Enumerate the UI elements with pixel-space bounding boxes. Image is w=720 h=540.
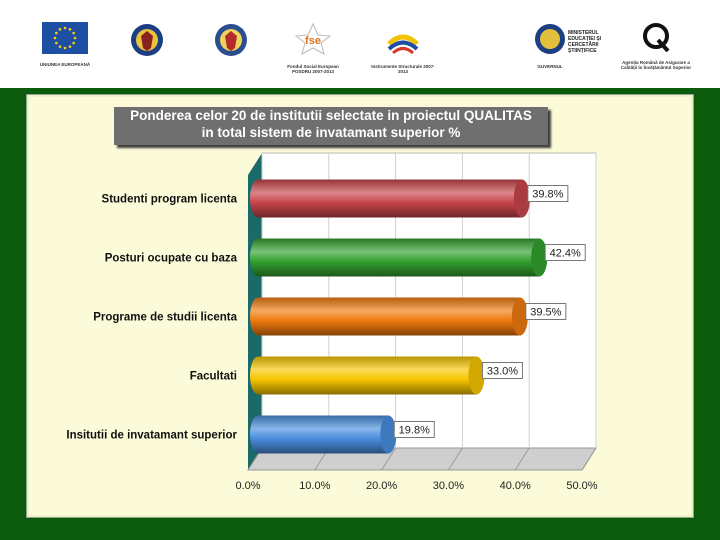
- fse-caption: Fondul Social European POSDRU 2007-2013: [287, 64, 339, 74]
- crest-logo-1: [112, 22, 182, 63]
- data-label: 39.5%: [530, 307, 561, 319]
- category-label: Facultati: [190, 371, 237, 383]
- floor-gridline: [447, 447, 463, 471]
- fse-logo-icon: fse: [294, 22, 332, 56]
- bar-end-cap: [531, 238, 548, 277]
- data-label-box: [527, 185, 569, 202]
- bar-end-cap: [468, 356, 485, 395]
- data-label: 39.8%: [532, 189, 563, 201]
- category-label: Programe de studii licenta: [93, 312, 237, 324]
- aracis-q-icon: [643, 23, 670, 53]
- bar-end-cap: [513, 179, 530, 218]
- bar: [250, 356, 485, 395]
- x-tick-label: 30.0%: [433, 480, 464, 492]
- floor-gridline: [381, 447, 397, 471]
- x-tick-label: 40.0%: [500, 480, 531, 492]
- bar: [250, 179, 530, 218]
- x-tick-label: 50.0%: [566, 480, 597, 492]
- crest-logo-2: [196, 22, 266, 63]
- chart-title-line-1: Ponderea celor 20 de institutii selectat…: [130, 108, 532, 123]
- header-logo-bar: UNIUNEA EUROPEANĂ fse Fondul Social Euro…: [0, 0, 720, 88]
- ministry-name: MINISTERUL EDUCAȚIEI ȘI CERCETĂRII ȘTIIN…: [568, 30, 602, 54]
- ministry-crest-icon: [535, 24, 565, 54]
- ministry-crest-caption: GUVERNUL: [537, 64, 563, 69]
- data-label: 42.4%: [550, 248, 581, 260]
- eu-logo: UNIUNEA EUROPEANĂ: [30, 22, 100, 67]
- bar: [250, 238, 548, 277]
- data-label-box: [544, 244, 586, 261]
- fse-logo: fse Fondul Social European POSDRU 2007-2…: [278, 22, 348, 74]
- floor-gridline: [581, 447, 597, 471]
- x-tick-label: 0.0%: [235, 480, 260, 492]
- data-label: 33.0%: [487, 366, 518, 378]
- category-label: Studenti program licenta: [102, 194, 238, 206]
- romania-crest-icon-2: [215, 24, 247, 56]
- eu-caption: UNIUNEA EUROPEANĂ: [39, 62, 91, 67]
- chart-title-line-2: in total sistem de invatamant superior %: [201, 125, 461, 140]
- romania-crest-icon-1: [131, 24, 163, 56]
- structural-caption: Instrumente Structurale 2007-2013: [371, 64, 435, 74]
- floor-gridline: [514, 447, 530, 471]
- x-tick-label: 20.0%: [366, 480, 397, 492]
- category-label: Insitutii de invatamant superior: [66, 430, 237, 442]
- ministry-text-block: MINISTERUL EDUCAȚIEI ȘI CERCETĂRII ȘTIIN…: [568, 30, 620, 54]
- data-label-box: [393, 421, 435, 438]
- svg-text:fse: fse: [305, 35, 321, 47]
- category-label: Posturi ocupate cu baza: [105, 253, 238, 265]
- chart-title: Ponderea celor 20 de institutii selectat…: [114, 107, 548, 145]
- eu-flag-icon: [42, 22, 88, 54]
- data-label: 19.8%: [399, 425, 430, 437]
- bar: [250, 415, 397, 454]
- data-label-box: [525, 303, 567, 320]
- structural-logo: Instrumente Structurale 2007-2013: [368, 22, 438, 74]
- ministry-logo: GUVERNUL: [515, 22, 585, 69]
- bar-end-cap: [511, 297, 528, 336]
- structural-instruments-icon: [387, 34, 419, 55]
- bar-end-cap: [380, 415, 397, 454]
- data-label-box: [481, 362, 523, 379]
- aracis-caption: Agenția Română de Asigurare a Calității …: [620, 60, 692, 70]
- x-tick-label: 10.0%: [299, 480, 330, 492]
- aracis-logo: Agenția Română de Asigurare a Calității …: [616, 22, 696, 70]
- bar: [250, 297, 528, 336]
